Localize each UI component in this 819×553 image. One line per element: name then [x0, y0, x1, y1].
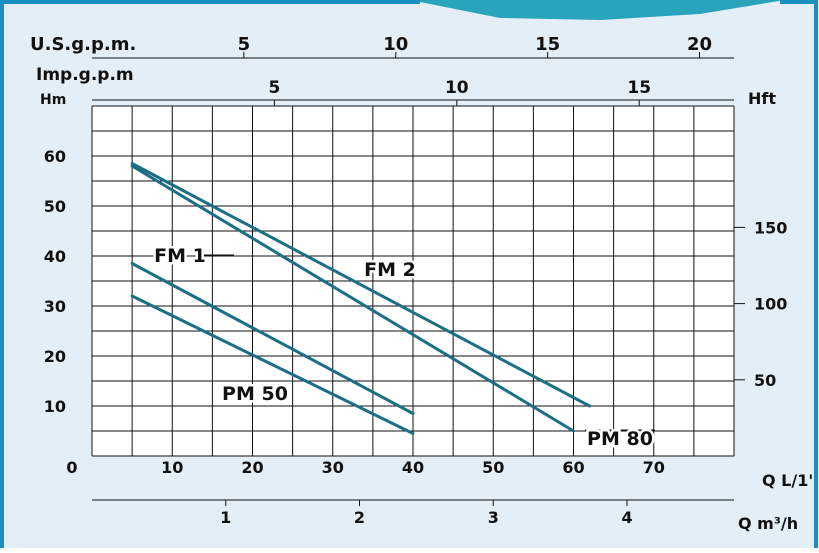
series-line-3 [130, 164, 575, 433]
series-line-2 [130, 162, 592, 408]
series-line-0 [130, 262, 415, 415]
grid [91, 105, 735, 457]
m3h-tick-label: 3 [488, 508, 499, 527]
y-axis-label-hm: Hm [40, 92, 66, 108]
pump-body-graphic [410, 0, 785, 20]
y-tick-label: 50 [44, 197, 66, 216]
x-tick-label: 40 [402, 458, 424, 477]
impgpm-tick-label: 15 [627, 78, 651, 98]
y-tick-label: 10 [44, 397, 66, 416]
m3h-tick-label: 1 [220, 508, 231, 527]
series-label: FM 2 [364, 259, 416, 281]
impgpm-tick-label: 10 [445, 78, 469, 98]
x-tick-label: 70 [643, 458, 665, 477]
x-tick-label: 0 [66, 458, 77, 477]
m3h-tick-label: 4 [621, 508, 632, 527]
usgpm-axis-label: U.S.g.p.m. [30, 34, 136, 55]
impgpm-tick-label: 5 [268, 78, 280, 98]
y-tick-label: 30 [44, 297, 66, 316]
x-tick-label: 60 [562, 458, 584, 477]
series-label: PM 50 [222, 383, 288, 405]
m3h-tick-label: 2 [354, 508, 365, 527]
usgpm-tick-label: 15 [535, 34, 560, 55]
axes: 0 10 20 30 40 50 60 70 Q L/1' 1 2 3 4 Q m³/h U.S.g.p.m… [30, 34, 813, 533]
x-axis-label-m3h: Q m³/h [738, 514, 798, 533]
hft-tick-label: 150 [754, 218, 787, 237]
impgpm-axis-label: Imp.g.p.m [36, 65, 134, 85]
y-tick-label: 40 [44, 247, 66, 266]
x-tick-label: 20 [241, 458, 263, 477]
usgpm-tick-label: 5 [238, 34, 251, 55]
hft-tick-label: 100 [754, 295, 787, 314]
usgpm-tick-label: 10 [383, 34, 408, 55]
x-tick-label: 30 [322, 458, 344, 477]
y-tick-label: 60 [44, 147, 66, 166]
series-label: FM 1 [154, 245, 206, 267]
series-label: PM 80 [587, 428, 653, 450]
series-layer: FM 1 PM 50 FM 2 PM 80 [130, 162, 655, 453]
x-tick-label: 10 [161, 458, 183, 477]
series-line-1 [130, 294, 415, 435]
x-axis-label-lpm: Q L/1' [762, 471, 813, 490]
y-tick-label: 20 [44, 347, 66, 366]
hft-tick-label: 50 [754, 371, 776, 390]
y-axis-label-hft: Hft [748, 89, 776, 108]
usgpm-tick-label: 20 [687, 34, 712, 55]
x-tick-label: 50 [482, 458, 504, 477]
